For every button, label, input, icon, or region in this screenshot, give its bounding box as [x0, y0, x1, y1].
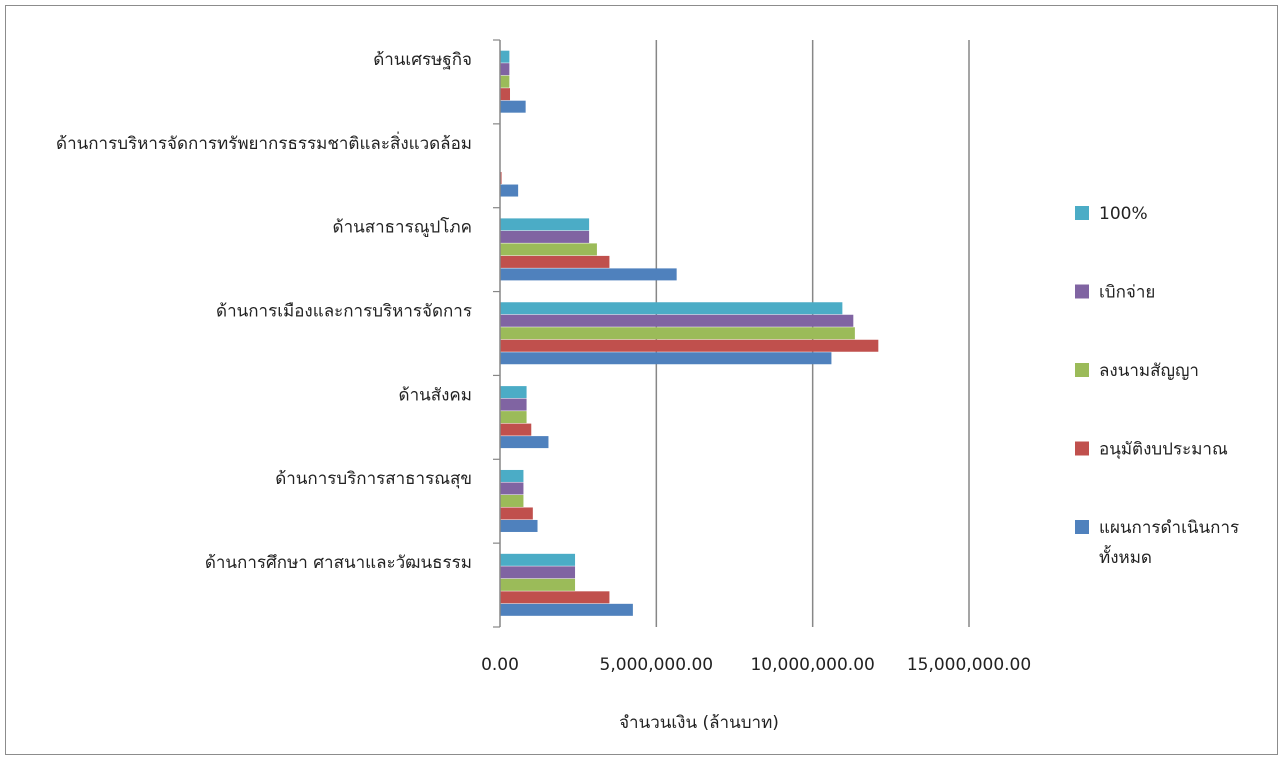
bar — [500, 327, 855, 340]
category-label: ด้านการบริการสาธารณสุข — [275, 469, 472, 489]
bar — [500, 230, 590, 243]
legend-swatch — [1075, 520, 1089, 534]
bar — [500, 482, 524, 495]
bar — [500, 63, 510, 76]
bar — [500, 494, 524, 507]
bar — [500, 411, 527, 424]
legend-swatch — [1075, 363, 1089, 377]
bar — [500, 75, 510, 88]
bar — [500, 88, 511, 101]
bar — [500, 172, 502, 185]
legend-label: 100% — [1099, 204, 1148, 224]
bar — [500, 100, 526, 113]
bar — [500, 218, 590, 231]
category-labels: ด้านเศรษฐกิจด้านการบริหารจัดการทรัพยากรธ… — [56, 50, 472, 573]
x-tick-label: 5,000,000.00 — [600, 655, 714, 675]
bar — [500, 436, 549, 449]
legend-label: ลงนามสัญญา — [1099, 361, 1199, 381]
bar — [500, 339, 879, 352]
category-label: ด้านเศรษฐกิจ — [373, 50, 472, 70]
category-label: ด้านการบริหารจัดการทรัพยากรธรรมชาติและสิ… — [56, 131, 472, 154]
legend-label: แผนการดำเนินการ — [1099, 518, 1239, 538]
legend-swatch — [1075, 206, 1089, 220]
bar — [500, 302, 843, 315]
bars — [500, 50, 879, 616]
category-label: ด้านสาธารณูปโภค — [333, 217, 472, 238]
category-label: ด้านสังคม — [399, 385, 472, 405]
bar — [500, 184, 519, 197]
legend-label: ทั้งหมด — [1099, 545, 1152, 568]
bar — [500, 553, 576, 566]
x-axis-title: จำนวนเงิน (ล้านบาท) — [619, 713, 779, 733]
bar — [500, 578, 576, 591]
x-tick-label: 0.00 — [481, 655, 519, 675]
bar — [500, 352, 832, 365]
x-tick-label: 10,000,000.00 — [750, 655, 874, 675]
bar — [500, 255, 610, 268]
legend-swatch — [1075, 284, 1089, 299]
bar — [500, 591, 610, 604]
bar — [500, 268, 677, 281]
category-label: ด้านการศึกษา ศาสนาและวัฒนธรรม — [205, 553, 472, 573]
bar — [500, 566, 576, 579]
legend-label: เบิกจ่าย — [1099, 283, 1155, 303]
category-label: ด้านการเมืองและการบริหารจัดการ — [216, 302, 472, 322]
bar — [500, 314, 854, 327]
bar — [500, 469, 524, 482]
bar — [500, 507, 533, 520]
x-tick-labels: 0.00 5,000,000.00 10,000,000.00 15,000,000.… — [481, 655, 1031, 675]
bar — [500, 603, 633, 616]
legend: 100% เบิกจ่ายลงนามสัญญาอนุมัติงบประมาณแผน… — [1075, 204, 1239, 568]
bar — [500, 243, 597, 256]
bar — [500, 519, 538, 532]
axes — [493, 39, 501, 628]
bar — [500, 398, 527, 411]
legend-swatch — [1075, 441, 1089, 456]
x-tick-label: 15,000,000.00 — [907, 655, 1031, 675]
bar — [500, 423, 532, 436]
bar — [500, 50, 510, 63]
bar — [500, 386, 527, 399]
chart-frame — [5, 5, 1278, 755]
legend-label: อนุมัติงบประมาณ — [1099, 440, 1228, 460]
